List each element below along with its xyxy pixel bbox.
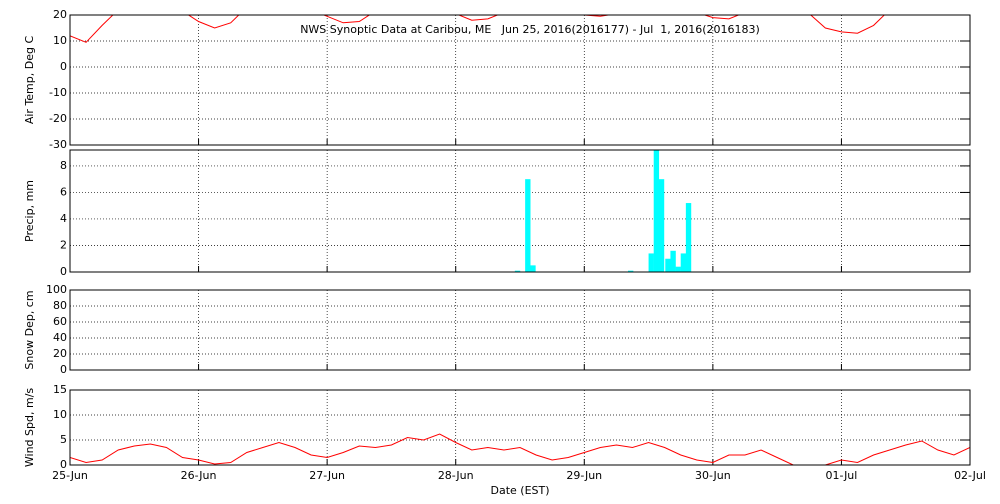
data-line [70,15,970,43]
y-tick-label: 10 [53,408,67,421]
panel-frame [69,149,971,273]
panel-frame [69,389,971,466]
y-tick-label: 2 [60,238,67,251]
y-tick-label: 15 [53,383,67,396]
panel: NWS Synoptic Data at Caribou, ME Jun 25,… [23,8,971,151]
y-axis-label: Snow Dep, cm [23,290,36,369]
y-tick-label: 20 [53,8,67,21]
bar [670,250,676,272]
x-tick-label: 28-Jun [438,469,474,482]
y-tick-label: 100 [46,283,67,296]
x-tick-label: 29-Jun [566,469,602,482]
x-tick-label: 30-Jun [695,469,731,482]
y-axis-label: Precip, mm [23,180,36,242]
bar [514,270,521,272]
y-tick-label: -20 [49,112,67,125]
bar [648,253,654,272]
bar [628,270,634,272]
bar [680,253,687,272]
x-tick-label: 25-Jun [52,469,88,482]
y-tick-label: 10 [53,34,67,47]
y-tick-label: -30 [49,138,67,151]
y-tick-label: 8 [60,159,67,172]
y-tick-label: 6 [60,185,67,198]
data-line [70,433,970,465]
bar [665,258,671,272]
x-tick-label: 27-Jun [309,469,345,482]
bar [525,179,531,272]
y-tick-label: 0 [60,363,67,376]
y-axis-label: Air Temp, Deg C [23,36,36,125]
panel: Wind Spd, m/s 0 5 10 15 25-Jun 26-Jun 27-Jun 28-… [23,383,986,497]
y-tick-label: -10 [49,86,67,99]
y-axis-label: Wind Spd, m/s [23,388,36,468]
x-tick-label: 01-Jul [825,469,857,482]
y-tick-label: 0 [60,265,67,278]
y-tick-label: 0 [60,60,67,73]
bar [675,266,681,272]
x-tick-label: 26-Jun [181,469,217,482]
panel: Snow Dep, cm 0 20 40 60 80 100 [23,283,971,376]
x-axis-label: Date (EST) [490,484,549,497]
bar [685,203,692,272]
bar [653,150,660,272]
bar [530,265,536,272]
y-tick-label: 40 [53,331,67,344]
panel: Precip, mm 0 2 4 6 8 [23,149,971,278]
panel-frame [69,289,971,371]
y-tick-label: 60 [53,315,67,328]
y-tick-label: 5 [60,433,67,446]
y-tick-label: 20 [53,347,67,360]
y-tick-label: 4 [60,212,67,225]
x-tick-label: 02-Jul [954,469,986,482]
bar [658,179,665,272]
y-tick-label: 80 [53,299,67,312]
panel-frame [69,14,971,146]
y-tick-label: 0 [60,458,67,471]
chart-title: NWS Synoptic Data at Caribou, ME Jun 25,… [300,23,760,36]
